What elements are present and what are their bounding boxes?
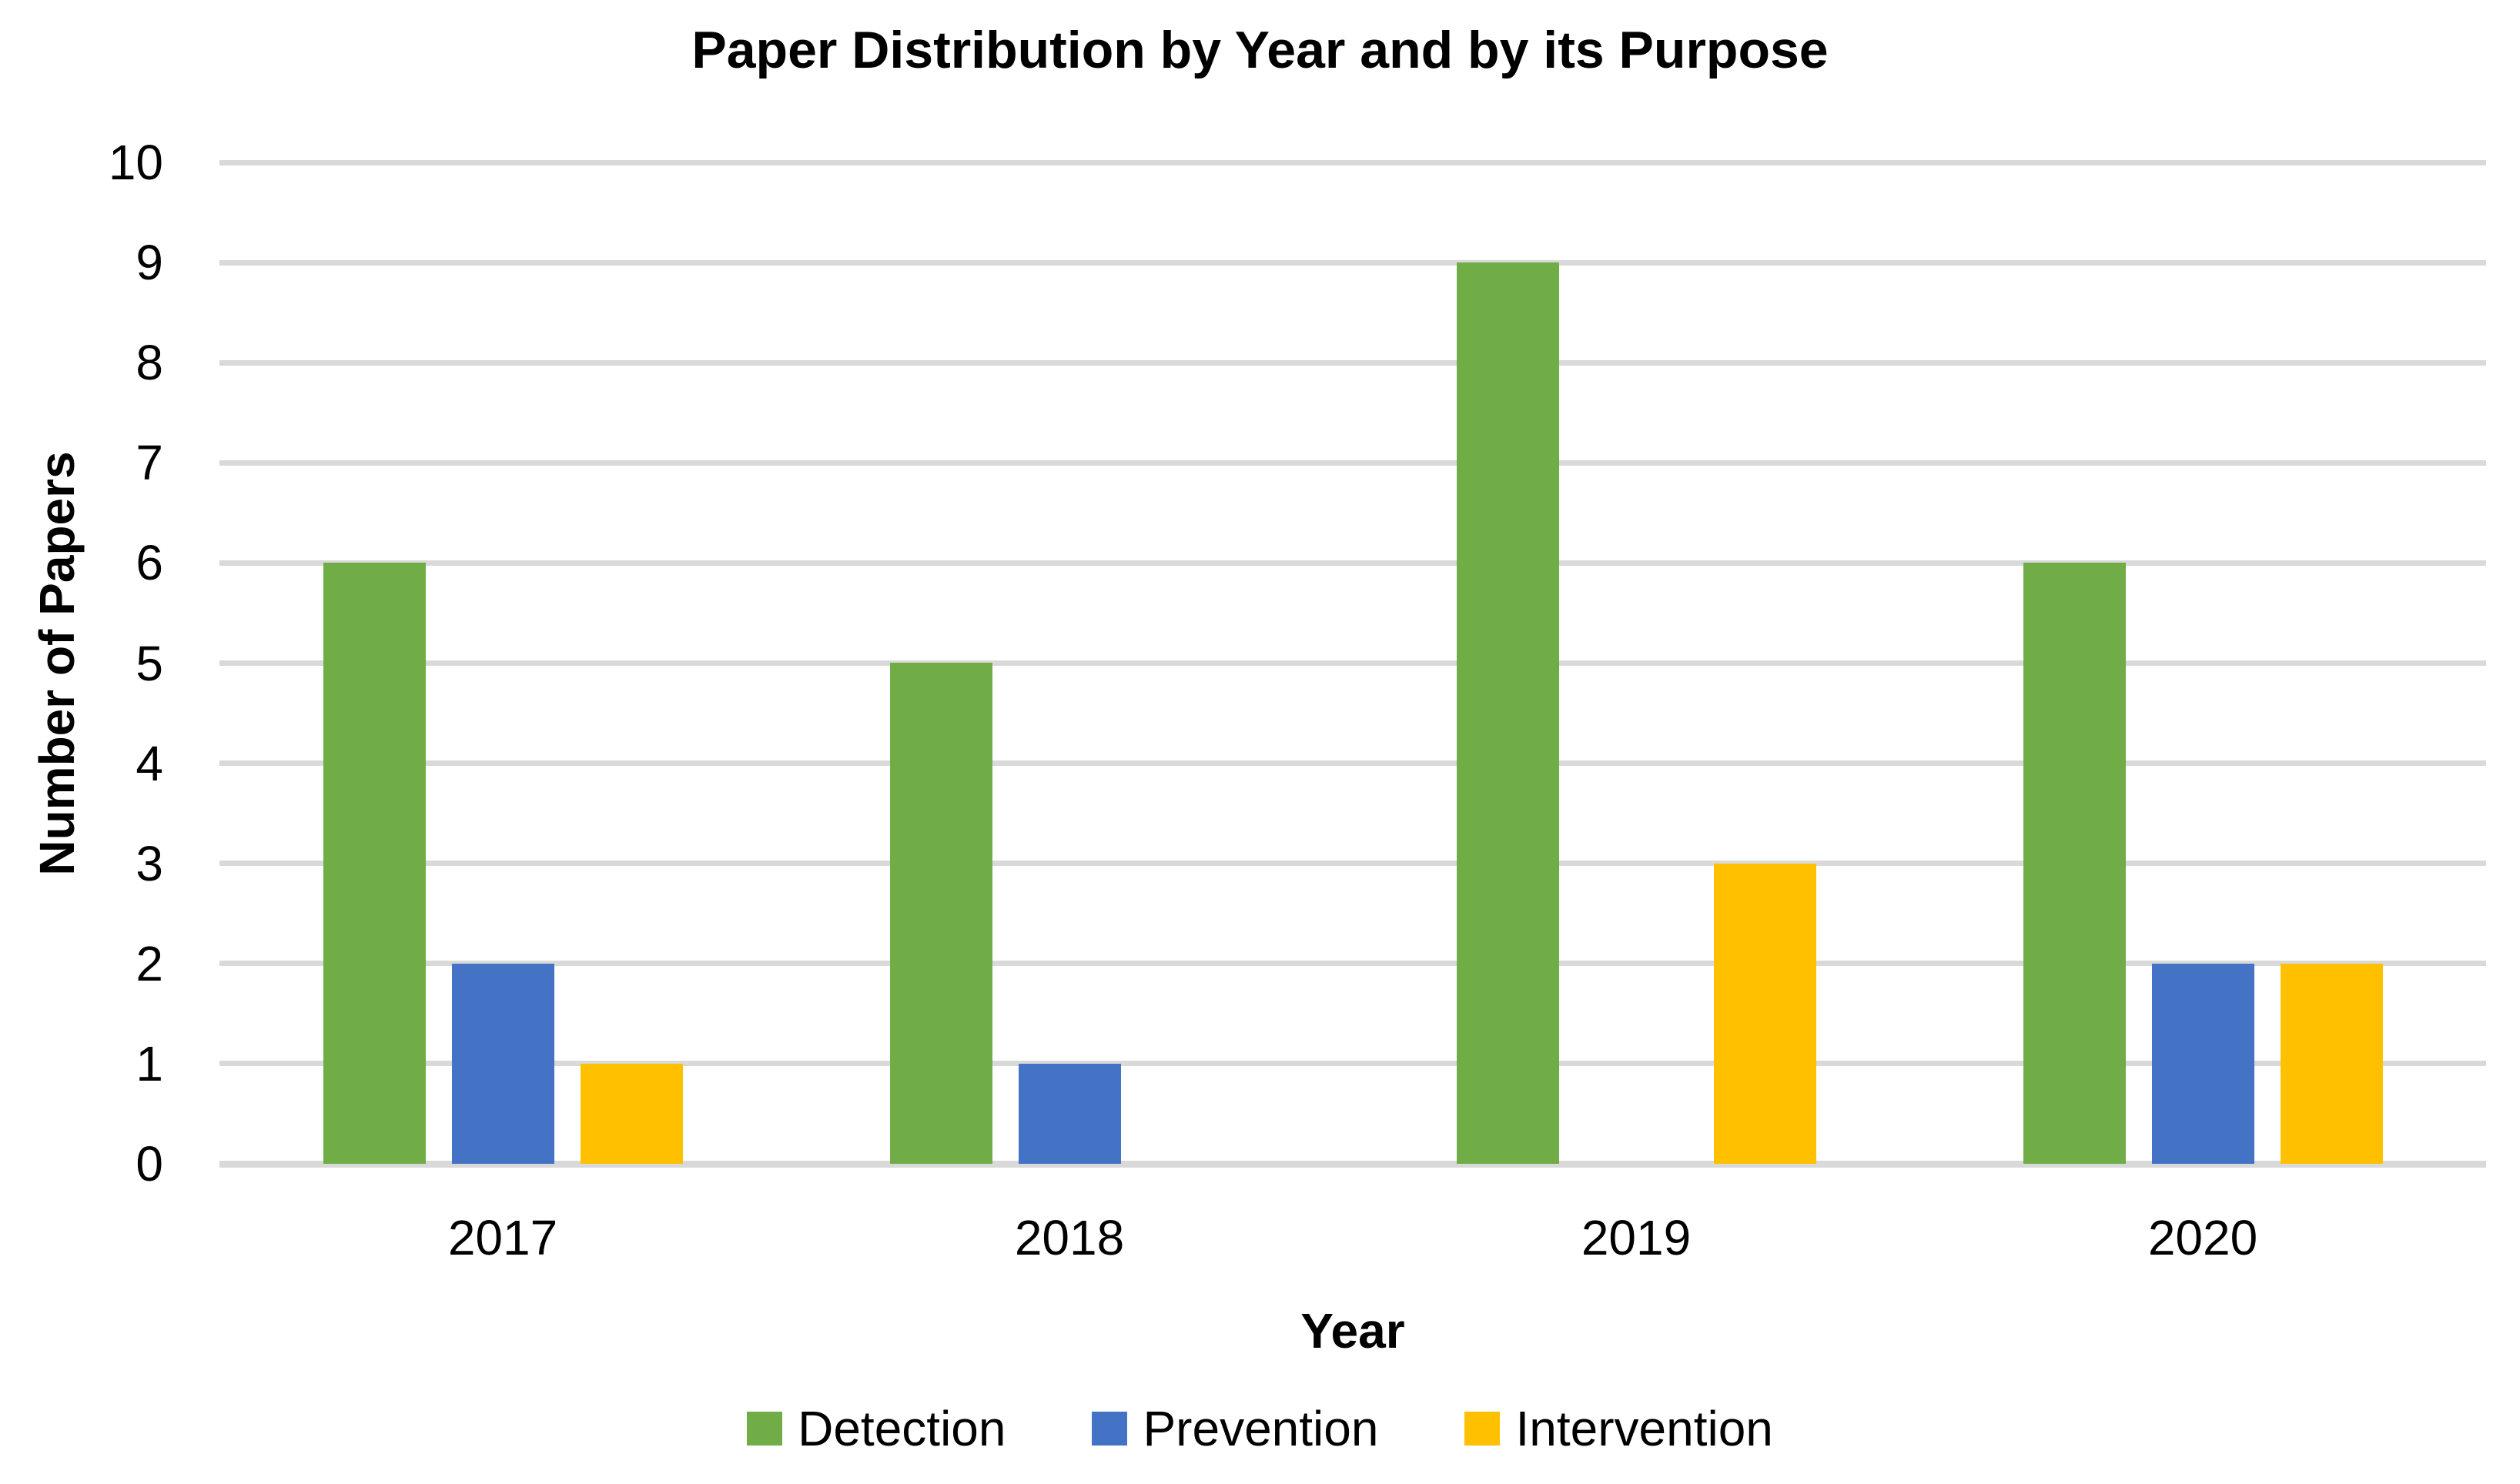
gridline-y-7 (219, 460, 2486, 466)
gridline-y-2 (219, 961, 2486, 966)
legend-label-intervention: Intervention (1515, 1401, 1773, 1456)
chart-title: Paper Distribution by Year and by its Pu… (691, 21, 1829, 79)
gridline-y-9 (219, 260, 2486, 266)
bar-intervention-2019 (1714, 864, 1816, 1164)
y-tick-label-0: 0 (136, 1136, 163, 1192)
x-tick-label-2017: 2017 (447, 1210, 558, 1265)
bar-prevention-2020 (2152, 964, 2254, 1164)
plot-area (219, 160, 2486, 1168)
y-tick-label-1: 1 (136, 1036, 163, 1091)
bar-detection-2020 (2023, 563, 2126, 1164)
legend-item-intervention: Intervention (1464, 1399, 1773, 1458)
legend: Detection Prevention Intervention (0, 1399, 2520, 1458)
gridline-y-8 (219, 360, 2486, 366)
y-axis-title: Number of Papers (29, 451, 85, 876)
bar-detection-2017 (323, 563, 426, 1164)
gridline-y-5 (219, 660, 2486, 666)
legend-swatch-detection (747, 1412, 783, 1446)
x-tick-label-2019: 2019 (1581, 1210, 1692, 1265)
gridline-y-10 (219, 160, 2486, 165)
y-tick-label-9: 9 (136, 235, 163, 290)
y-tick-label-2: 2 (136, 936, 163, 991)
legend-swatch-prevention (1092, 1412, 1128, 1446)
bar-prevention-2017 (452, 964, 554, 1164)
legend-item-detection: Detection (747, 1399, 1006, 1458)
gridline-y-4 (219, 760, 2486, 766)
bar-prevention-2018 (1019, 1064, 1121, 1164)
x-axis-title: Year (1300, 1303, 1405, 1359)
gridline-y-1 (219, 1061, 2486, 1066)
bar-intervention-2020 (2281, 964, 2383, 1164)
y-tick-label-8: 8 (136, 335, 163, 390)
legend-item-prevention: Prevention (1092, 1399, 1378, 1458)
gridline-y-0 (219, 1161, 2486, 1168)
legend-swatch-intervention (1464, 1412, 1501, 1446)
x-tick-label-2020: 2020 (2147, 1210, 2258, 1265)
bar-intervention-2017 (581, 1064, 683, 1164)
bar-detection-2018 (890, 663, 992, 1164)
legend-label-prevention: Prevention (1143, 1401, 1379, 1456)
legend-label-detection: Detection (798, 1401, 1006, 1456)
gridline-y-3 (219, 861, 2486, 866)
gridlines-layer (219, 160, 2486, 1168)
bar-detection-2019 (1457, 262, 1559, 1164)
bars-layer (219, 162, 2486, 1164)
x-tick-label-2018: 2018 (1014, 1210, 1125, 1265)
y-tick-label-10: 10 (108, 135, 163, 190)
gridline-y-6 (219, 560, 2486, 566)
